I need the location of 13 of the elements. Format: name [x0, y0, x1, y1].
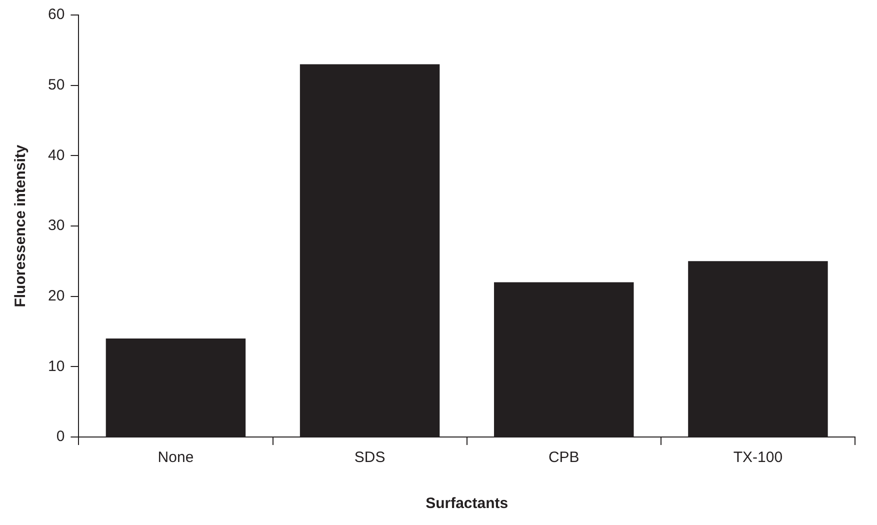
y-tick-label: 60	[48, 6, 65, 24]
x-axis-title: Surfactants	[426, 495, 508, 512]
x-tick-label: None	[158, 449, 194, 466]
y-tick-label: 0	[56, 428, 65, 446]
x-tick-label: CPB	[548, 449, 580, 466]
x-tick-label: TX-100	[733, 449, 783, 466]
y-tick-label: 50	[48, 76, 65, 94]
y-tick-label: 10	[48, 358, 65, 375]
y-tick-label: 20	[48, 287, 65, 304]
x-tick-label: SDS	[354, 449, 386, 466]
y-tick-label: 30	[48, 217, 65, 234]
y-axis-title: Fluoressence intensity	[12, 144, 30, 308]
y-tick-label: 40	[48, 146, 65, 164]
